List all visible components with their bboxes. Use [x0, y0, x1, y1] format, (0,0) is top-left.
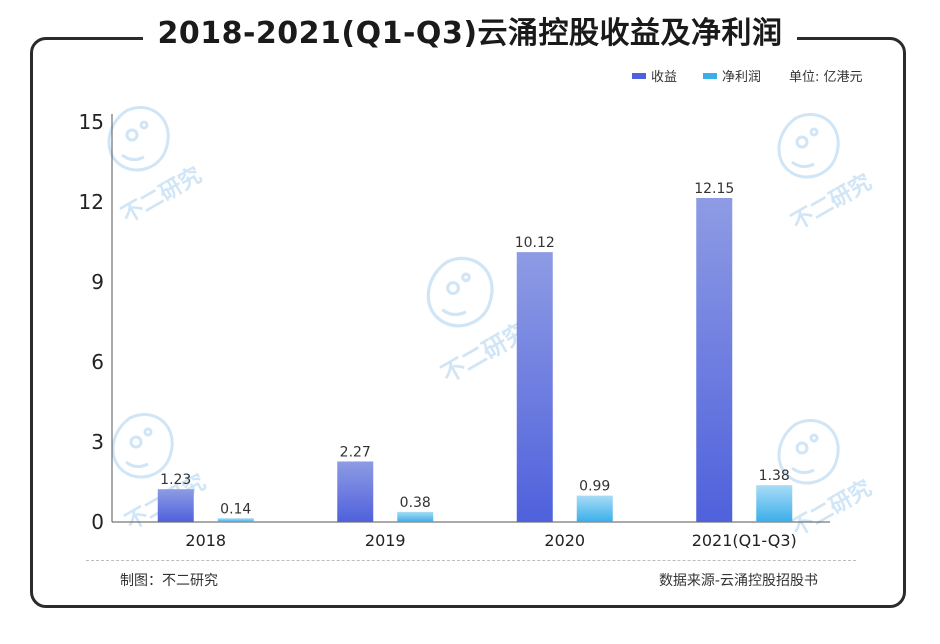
watermark-logo-icon: 不二研究: [107, 105, 206, 225]
footer-divider: [86, 560, 856, 561]
profit-bar: [217, 518, 254, 522]
unit-label: 单位: 亿港元: [789, 70, 863, 85]
x-tick-label: 2020: [544, 531, 585, 550]
data-label: 10.12: [515, 235, 555, 251]
chart-title-wrap: 2018-2021(Q1-Q3)云涌控股收益及净利润: [0, 12, 940, 56]
profit-bar: [576, 495, 613, 522]
legend-item-revenue: 收益: [632, 66, 677, 85]
x-tick-label: 2021(Q1-Q3): [692, 531, 797, 550]
watermark-logo-icon: 不二研究: [777, 418, 876, 538]
y-tick-label: 9: [91, 270, 104, 294]
y-tick-label: 3: [91, 430, 104, 454]
revenue-bar: [516, 252, 553, 522]
revenue-bar: [157, 489, 194, 522]
chart-title: 2018-2021(Q1-Q3)云涌控股收益及净利润: [143, 12, 797, 56]
x-tick-label: 2018: [185, 531, 226, 550]
x-tick-label: 2019: [365, 531, 406, 550]
revenue-bar: [696, 198, 733, 522]
data-label: 0.99: [579, 479, 610, 495]
footer-made-by: 制图：不二研究: [120, 573, 218, 589]
revenue-bar: [337, 461, 374, 522]
profit-bar: [756, 485, 793, 522]
data-label: 2.27: [340, 444, 371, 460]
data-label: 1.23: [160, 472, 191, 488]
legend-label-profit: 净利润: [722, 70, 762, 85]
legend-swatch-profit: [703, 72, 718, 79]
footer-source: 数据来源-云涌控股招股书: [658, 573, 818, 589]
data-label: 0.14: [220, 501, 251, 517]
data-label: 12.15: [694, 181, 734, 197]
profit-bar: [397, 511, 434, 522]
legend: 收益 净利润 单位: 亿港元: [632, 66, 863, 85]
data-label: 1.38: [759, 468, 790, 484]
watermark-logo-icon: 不二研究: [777, 112, 876, 232]
legend-item-profit: 净利润: [703, 66, 761, 85]
y-tick-label: 12: [79, 190, 104, 214]
y-tick-label: 15: [79, 110, 104, 134]
legend-swatch-revenue: [632, 72, 646, 79]
data-label: 0.38: [400, 495, 431, 511]
y-tick-label: 0: [91, 510, 104, 534]
y-tick-label: 6: [91, 350, 104, 374]
legend-label-revenue: 收益: [651, 70, 678, 85]
